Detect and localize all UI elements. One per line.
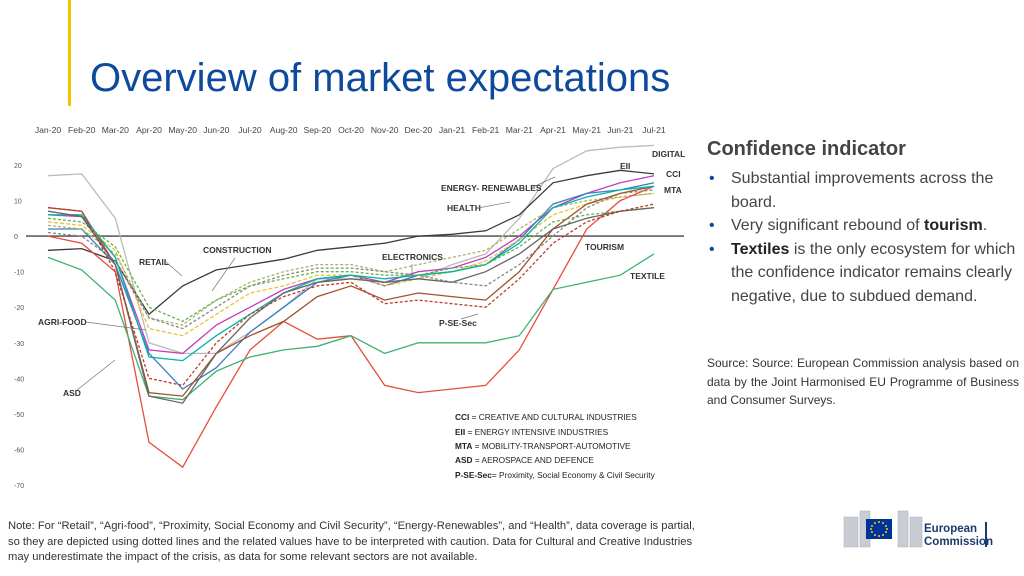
series-line-electronics	[48, 185, 655, 362]
label-tourism: TOURISM	[585, 242, 624, 252]
label-retail: RETAIL	[139, 257, 169, 267]
abbreviation-legend: CCI = CREATIVE AND CULTURAL INDUSTRIES E…	[455, 412, 656, 480]
logo-wordmark: European Commission	[924, 523, 994, 548]
legend-item-p-se-sec: P-SE-Sec= Proximity, Social Economy & Ci…	[455, 470, 656, 480]
ec-building-icon	[843, 510, 923, 548]
y-tick-label: 10	[14, 199, 22, 206]
series-line-eii	[47, 169, 655, 316]
y-tick-labels: 20 10 0 -10 -20 -30 -40 -50 -60 -70	[14, 163, 24, 490]
eu-flag-icon	[866, 519, 892, 539]
y-tick-label: -60	[14, 447, 24, 454]
legend-item-asd: ASD = AEROSPACE AND DEFENCE	[455, 455, 594, 465]
title-accent-bar	[68, 0, 71, 106]
x-tick-label: May-20	[168, 125, 197, 135]
series-line-health	[47, 192, 655, 326]
series-lines	[47, 144, 655, 469]
x-tick-label: Apr-21	[540, 125, 566, 135]
label-agri-food: AGRI-FOOD	[38, 317, 87, 327]
y-tick-label: -40	[14, 376, 24, 383]
bullet-item: Textiles is the only ecosystem for which…	[707, 238, 1019, 309]
legend-item-eii: EII = ENERGY INTENSIVE INDUSTRIES	[455, 427, 609, 437]
source-note: Source: Source: European Commission anal…	[707, 356, 1019, 407]
label-leader-lines	[76, 176, 556, 391]
y-tick-label: 0	[14, 234, 18, 241]
confidence-indicator-panel: Confidence indicator Substantial improve…	[707, 138, 1019, 308]
x-tick-label: Nov-20	[371, 125, 399, 135]
label-asd: ASD	[63, 388, 81, 398]
bullet-list: Substantial improvements across the boar…	[707, 167, 1019, 308]
x-tick-label: May-21	[572, 125, 601, 135]
label-energy-renewables: ENERGY- RENEWABLES	[441, 183, 542, 193]
x-tick-label: Sep-20	[303, 125, 331, 135]
y-tick-label: -20	[14, 305, 24, 312]
x-tick-label: Apr-20	[136, 125, 162, 135]
logo-divider	[985, 522, 987, 547]
series-line-construction	[47, 185, 655, 397]
y-tick-label: -50	[14, 412, 24, 419]
x-tick-label: Jun-21	[607, 125, 633, 135]
x-tick-labels: Jan-20 Feb-20 Mar-20 Apr-20 May-20 Jun-20 Jul-…	[35, 125, 666, 135]
label-eii: EII	[620, 161, 630, 171]
y-tick-label: -70	[14, 483, 24, 490]
label-mta: MTA	[664, 185, 682, 195]
series-line-retail	[47, 189, 655, 330]
series-line-agri-food	[47, 207, 655, 323]
x-tick-label: Oct-20	[338, 125, 364, 135]
x-tick-label: Feb-21	[472, 125, 499, 135]
label-electronics: ELECTRONICS	[382, 252, 443, 262]
x-tick-label: Dec-20	[404, 125, 432, 135]
label-construction: CONSTRUCTION	[203, 245, 271, 255]
x-tick-label: Feb-20	[68, 125, 95, 135]
panel-heading: Confidence indicator	[707, 138, 906, 160]
x-tick-label: Jun-20	[203, 125, 229, 135]
x-tick-label: Jan-21	[439, 125, 465, 135]
x-tick-label: Jul-20	[238, 125, 262, 135]
x-tick-label: Jan-20	[35, 125, 61, 135]
y-tick-label: -30	[14, 341, 24, 348]
legend-item-cci: CCI = CREATIVE AND CULTURAL INDUSTRIES	[455, 412, 637, 422]
confidence-line-chart: Jan-20 Feb-20 Mar-20 Apr-20 May-20 Jun-20 Jul-…	[14, 125, 685, 490]
label-p-se-sec: P-SE-Sec	[439, 318, 477, 328]
bullet-item: Very significant rebound of tourism.	[707, 214, 1019, 238]
y-tick-label: 20	[14, 163, 22, 170]
page-title: Overview of market expectations	[90, 56, 671, 100]
label-digital: DIGITAL	[652, 149, 685, 159]
x-tick-label: Aug-20	[270, 125, 298, 135]
label-cci: CCI	[666, 169, 681, 179]
y-tick-label: -10	[14, 270, 24, 277]
european-commission-logo	[843, 510, 923, 548]
series-line-asd	[47, 207, 655, 404]
x-tick-label: Jul-21	[642, 125, 666, 135]
x-tick-label: Mar-21	[506, 125, 533, 135]
label-health: HEALTH	[447, 203, 481, 213]
bullet-item: Substantial improvements across the boar…	[707, 167, 1019, 214]
series-labels: DIGITAL EII CCI MTA ENERGY- RENEWABLES H…	[38, 149, 685, 398]
label-textile: TEXTILE	[630, 271, 665, 281]
legend-item-mta: MTA = MOBILITY-TRANSPORT-AUTOMOTIVE	[455, 441, 631, 451]
footnote: Note: For “Retail”, “Agri-food”, “Proxim…	[8, 520, 695, 563]
x-tick-label: Mar-20	[102, 125, 129, 135]
